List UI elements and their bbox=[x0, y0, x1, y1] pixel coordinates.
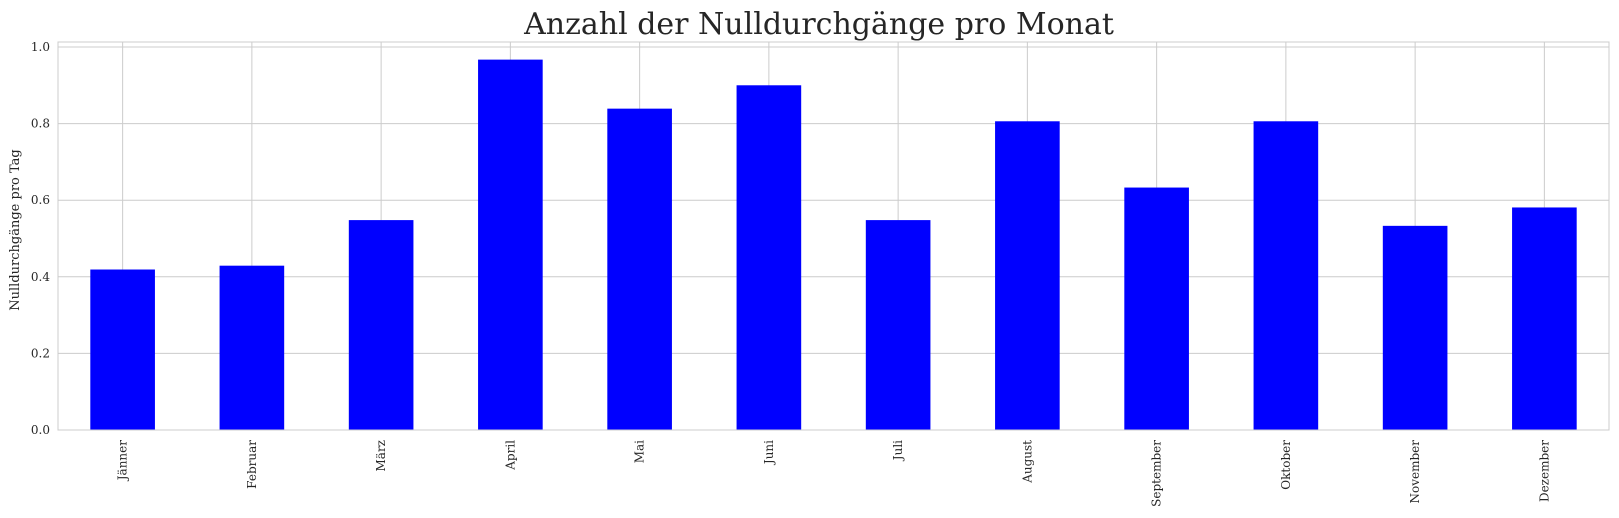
x-tick-label: April bbox=[503, 440, 517, 471]
y-tick-label: 0.4 bbox=[31, 270, 50, 284]
x-tick-label: Juli bbox=[891, 440, 905, 462]
bar bbox=[219, 265, 285, 430]
bar bbox=[90, 269, 155, 430]
y-axis-label: Nulldurchgänge pro Tag bbox=[8, 149, 23, 310]
y-tick-label: 0.6 bbox=[31, 193, 50, 207]
grid-lines bbox=[58, 42, 1609, 431]
y-tick-label: 0.8 bbox=[31, 117, 50, 131]
bar bbox=[1512, 207, 1577, 430]
bar bbox=[348, 220, 414, 430]
bar bbox=[1382, 225, 1448, 430]
x-tick-label: November bbox=[1408, 440, 1422, 504]
bar bbox=[995, 121, 1060, 431]
x-tick-label: Juni bbox=[762, 440, 776, 466]
x-tick-label: Dezember bbox=[1537, 440, 1551, 502]
x-tick-label: Februar bbox=[245, 440, 259, 489]
bar bbox=[1124, 187, 1189, 430]
plot-frame bbox=[57, 41, 1610, 431]
bar bbox=[736, 85, 802, 430]
bar bbox=[607, 108, 672, 431]
x-tick-label: Jänner bbox=[116, 440, 130, 483]
y-axis-ticks: 0.0 0.2 0.4 0.6 0.8 1.0 bbox=[31, 40, 50, 437]
y-tick-label: 0.0 bbox=[31, 423, 50, 437]
bar bbox=[478, 59, 543, 430]
y-tick-label: 0.2 bbox=[31, 346, 50, 360]
x-tick-label: Oktober bbox=[1279, 440, 1293, 490]
chart-title: Anzahl der Nulldurchgänge pro Monat bbox=[523, 7, 1114, 42]
x-tick-label: August bbox=[1020, 440, 1034, 484]
x-tick-label: Mai bbox=[633, 440, 647, 463]
bar bbox=[1253, 121, 1319, 431]
y-tick-label: 1.0 bbox=[31, 40, 50, 54]
x-tick-label: März bbox=[374, 440, 388, 472]
x-axis-ticks: Jänner Februar März April Mai Juni Juli August S… bbox=[116, 440, 1552, 507]
x-tick-label: September bbox=[1150, 440, 1164, 507]
bars bbox=[90, 59, 1577, 431]
bar bbox=[865, 220, 931, 430]
